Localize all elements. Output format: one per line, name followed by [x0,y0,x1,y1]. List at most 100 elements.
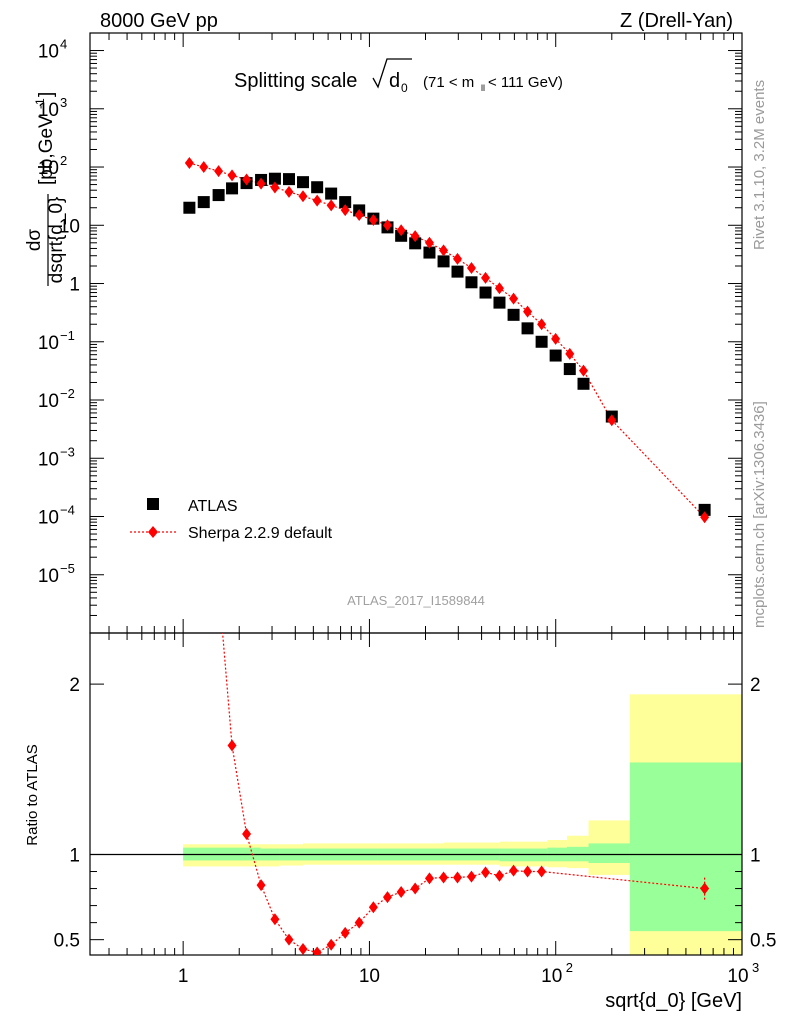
sherpa-point [494,282,504,295]
legend-sherpa-label: Sherpa 2.2.9 default [188,525,333,542]
x-tick-label: 1 [178,966,189,987]
svg-text:0: 0 [401,81,408,95]
legend-atlas-label: ATLAS [188,498,238,515]
y-tick-label-base: 10 [59,216,80,237]
atlas-point [226,182,239,195]
atlas-point [282,173,295,186]
ratio-point [481,866,491,879]
sherpa-point [382,219,392,232]
y-tick-label: 10 4 [38,37,67,63]
y-tick-label: 10 3 [38,95,67,121]
y-tick-label-base: 10 [38,566,59,587]
ratio-point [326,938,336,951]
svg-text:ll: ll [481,83,485,93]
ratio-point [537,865,547,878]
x-tick-label-base: 10 [359,966,380,987]
main-panel-frame [89,32,743,634]
band-stat-segment [629,762,742,932]
y-tick-label-base: 1 [69,275,80,296]
y-tick-label: 10 2 [38,153,67,179]
ratio-y-tick-label-right: 2 [750,675,761,696]
ratio-y-axis-label: Ratio to ATLAS [24,744,41,845]
sherpa-point [565,347,575,360]
ratio-point [284,933,294,946]
ratio-y-tick-label-left: 0.5 [54,931,80,952]
sherpa-point [312,194,322,207]
atlas-point [183,201,196,214]
sherpa-point [509,292,519,305]
ratio-point [452,871,462,884]
sherpa-point [256,177,266,190]
legend-atlas-marker [147,498,159,510]
ratio-point [256,879,266,892]
mcplots-credit: mcplots.cern.ch [arXiv:1306.3436] [751,401,768,628]
ratio-point [424,872,434,885]
sherpa-point [326,199,336,212]
atlas-point [549,349,562,362]
header-left: 8000 GeV pp [100,10,218,32]
atlas-point [311,181,324,194]
y-tick-label-base: 10 [38,158,59,179]
sherpa-point [537,318,547,331]
atlas-point [698,503,711,516]
sherpa-point [452,252,462,265]
rivet-version: Rivet 3.1.10, 3.2M events [751,80,768,250]
y-tick-label: 10 −5 [38,561,75,587]
x-tick-label-base: 10 [541,966,562,987]
svg-text:d: d [389,70,400,92]
y-tick-label-exp: 4 [60,37,67,52]
y-tick-label-exp: 2 [60,153,67,168]
ratio-panel-frame [89,632,743,956]
ratio-series [222,633,710,955]
atlas-point [437,255,450,268]
y-tick-label: 10 −3 [38,444,75,470]
ratio-y-ticks [90,683,742,941]
ratio-point [227,739,237,752]
y-axis-label: dσ dsqrt{d_0} [pb,GeV -1 ] [24,92,67,286]
ratio-point [410,882,420,895]
x-axis-label: sqrt{d_0} [GeV] [605,990,742,1012]
atlas-point [577,377,590,390]
x-tick-label-exp: 3 [752,960,759,975]
y-tick-label: 10 −1 [38,328,75,354]
x-tick-label-base: 1 [178,966,189,987]
sherpa-point [607,414,617,427]
ratio-y-tick-label-right: 1 [750,845,761,866]
sherpa-point [354,209,364,222]
x-tick-label-exp: 2 [566,960,573,975]
x-ticks [108,33,743,955]
svg-text:< 111 GeV): < 111 GeV) [488,74,563,91]
ratio-y-tick-label-left: 2 [69,675,80,696]
main-series [183,157,711,524]
ratio-point [466,870,476,883]
sherpa-point [466,261,476,274]
y-tick-label-base: 10 [38,449,59,470]
sherpa-point [270,181,280,194]
y-tick-label-base: 10 [38,508,59,529]
sherpa-point [551,332,561,345]
sherpa-point [214,165,224,178]
atlas-point [409,237,422,250]
x-tick-label: 10 2 [541,960,573,987]
y-tick-label-exp: −2 [60,386,75,401]
svg-text:dσ: dσ [24,229,45,252]
atlas-point [325,187,338,200]
ratio-point [382,891,392,904]
y-tick-label-base: 10 [38,42,59,63]
ratio-point [494,869,504,882]
analysis-id: ATLAS_2017_I1589844 [347,593,485,608]
atlas-point [521,322,534,335]
svg-text:(71 < m: (71 < m [423,74,474,91]
atlas-point [507,308,520,321]
sherpa-point [700,511,710,524]
ratio-point [242,828,252,841]
atlas-point [423,246,436,259]
x-tick-label: 10 [359,966,380,987]
y-tick-label: 10 −2 [38,386,75,412]
legend: ATLAS Sherpa 2.2.9 default [130,498,333,542]
sherpa-point [242,173,252,186]
svg-text:]: ] [36,92,57,97]
ratio-point [439,871,449,884]
sherpa-point [184,157,194,170]
